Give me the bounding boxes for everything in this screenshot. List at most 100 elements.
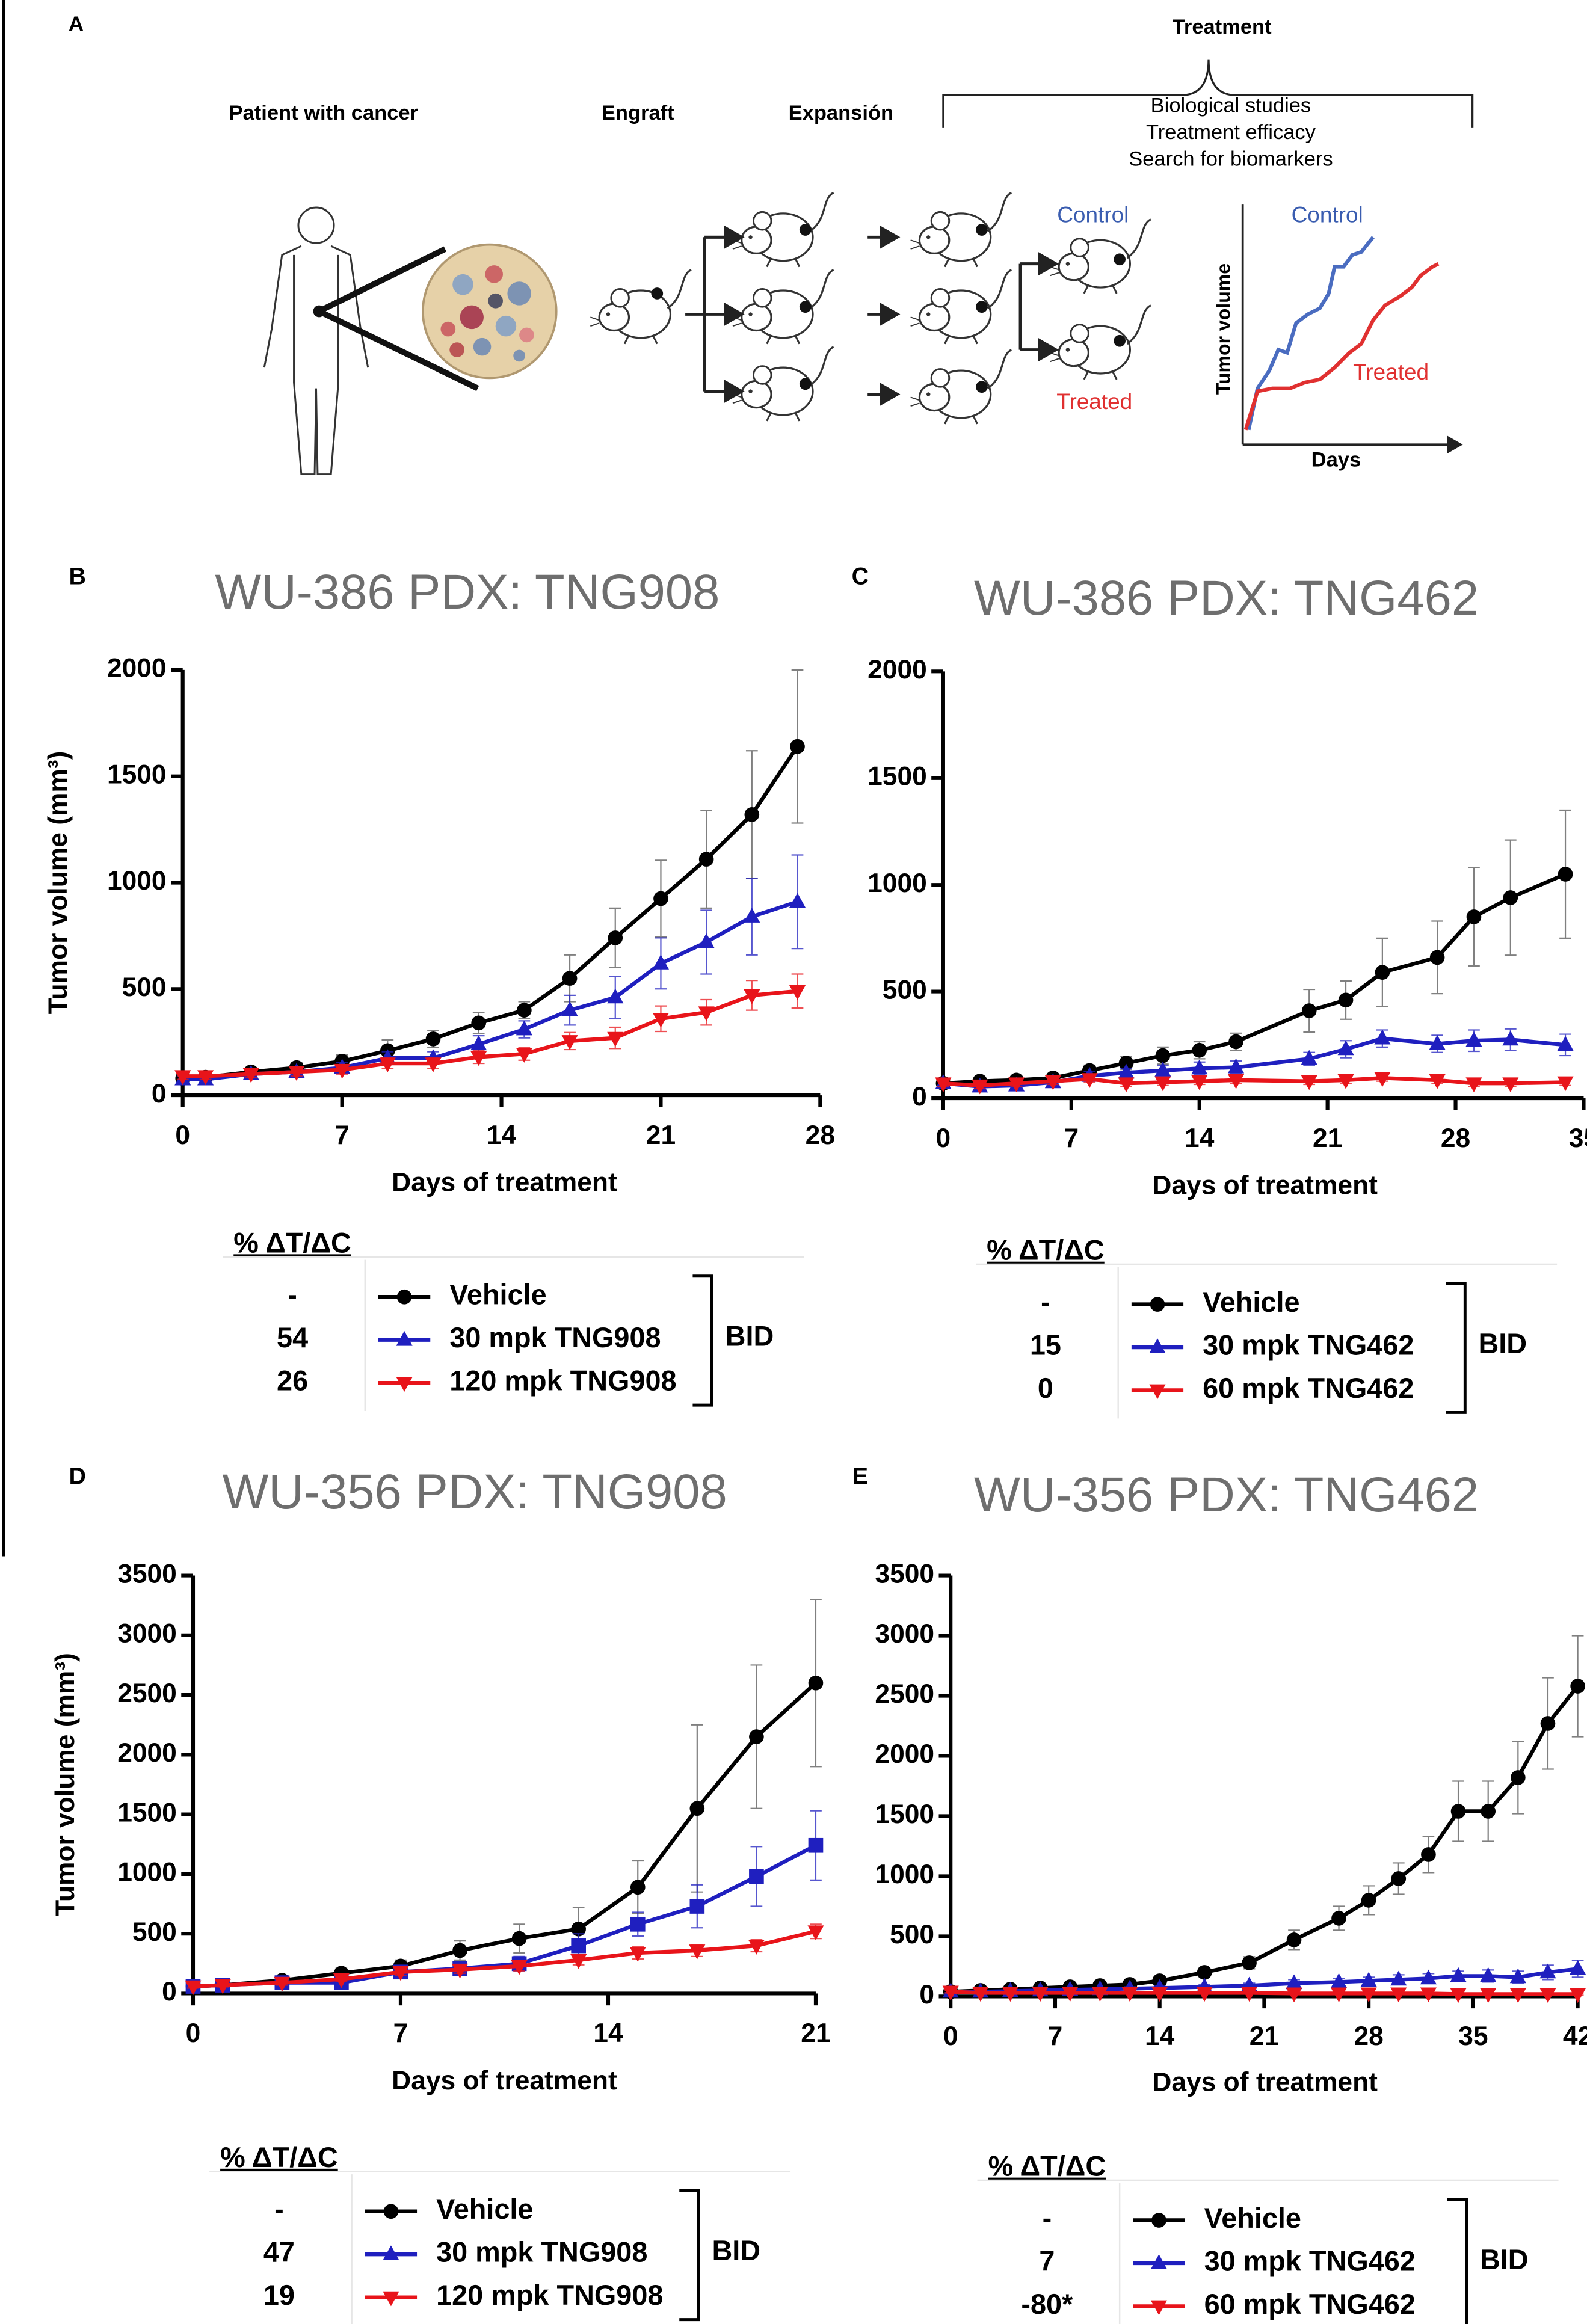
graph-xlabel: Days: [1311, 449, 1361, 472]
panel-label: D: [69, 1463, 86, 1489]
marker: [1008, 1077, 1025, 1092]
marker: [653, 891, 668, 906]
x-tick-label: 42: [1563, 2021, 1587, 2051]
x-tick-label: 14: [593, 2018, 623, 2048]
marker: [1337, 1040, 1354, 1056]
x-tick-label: 7: [1064, 1124, 1079, 1153]
marker: [561, 1001, 578, 1016]
marker: [1155, 1048, 1171, 1063]
marker: [1390, 1970, 1407, 1986]
marker: [1154, 1062, 1171, 1077]
legend-label: 30 mpk TNG908: [449, 1322, 661, 1353]
marker: [744, 908, 760, 923]
y-tick-label: 1000: [875, 1860, 934, 1889]
marker: [1301, 1050, 1317, 1065]
y-tick-label: 3500: [117, 1559, 177, 1588]
marker: [392, 1966, 409, 1981]
marker: [214, 1979, 231, 1994]
y-tick-label: 2500: [117, 1679, 177, 1708]
arrows: [685, 225, 1059, 407]
legend-marker: [396, 1377, 413, 1392]
delta-value: 26: [277, 1365, 308, 1397]
marker: [1503, 890, 1518, 905]
legend-marker: [396, 1330, 413, 1346]
marker: [571, 1938, 586, 1954]
y-tick-label: 2000: [117, 1738, 177, 1768]
marker: [1509, 1988, 1526, 2003]
series-line: [193, 1929, 816, 1988]
step-label: Treatment: [1173, 16, 1272, 38]
marker: [789, 985, 806, 1000]
x-tick-label: 7: [1048, 2021, 1063, 2051]
series-line: [182, 989, 798, 1078]
legend-label: 30 mpk TNG908: [436, 2237, 647, 2268]
x-tick-label: 0: [943, 2021, 958, 2051]
marker: [1228, 1058, 1245, 1074]
marker: [1557, 1076, 1574, 1092]
y-tick-label: 1000: [867, 868, 927, 898]
tumor-cells: [440, 265, 534, 362]
marker: [630, 1916, 646, 1932]
marker: [1465, 1031, 1482, 1047]
marker: [1228, 1074, 1245, 1089]
legend-label: Vehicle: [449, 1279, 546, 1311]
graph-label: Control: [1292, 203, 1363, 227]
marker: [1570, 1988, 1586, 2003]
legend-label: 120 mpk TNG908: [436, 2279, 663, 2311]
x-tick-label: 14: [487, 1120, 517, 1150]
marker: [1121, 1987, 1138, 2002]
y-tick-label: 0: [912, 1082, 927, 1111]
x-tick-label: 14: [1185, 1124, 1215, 1153]
y-tick-label: 0: [152, 1079, 167, 1108]
y-tick-label: 1500: [867, 761, 927, 791]
chart: D WU-356 PDX: TNG908 Days of treatment Tumo…: [51, 1463, 831, 2324]
marker: [1118, 1056, 1134, 1071]
marker: [1228, 1034, 1243, 1050]
mice: [589, 191, 1152, 425]
x-tick-label: 28: [1354, 2021, 1383, 2051]
marker: [1191, 1075, 1208, 1090]
legend-marker: [1151, 2213, 1166, 2228]
marker: [1301, 1075, 1317, 1090]
legend-label: Vehicle: [436, 2193, 533, 2225]
marker: [1286, 1932, 1302, 1947]
marker: [1420, 1969, 1437, 1985]
delta-value: 7: [1039, 2245, 1055, 2276]
marker: [1044, 1075, 1061, 1090]
x-tick-label: 7: [393, 2018, 408, 2048]
marker: [1242, 1955, 1257, 1970]
marker: [1196, 1987, 1213, 2002]
y-tick-label: 2500: [875, 1679, 934, 1709]
legend-title: % ΔT/ΔC: [233, 1227, 351, 1258]
marker: [1062, 1987, 1079, 2002]
legend-marker: [1150, 2254, 1167, 2269]
y-tick-label: 2000: [875, 1739, 934, 1769]
marker: [274, 1976, 291, 1992]
marker: [1375, 965, 1390, 980]
legend-label: Vehicle: [1204, 2203, 1301, 2234]
marker: [1557, 1036, 1574, 1051]
panel-label: E: [852, 1463, 868, 1489]
regimen-label: BID: [1480, 2244, 1529, 2275]
marker: [1450, 1804, 1466, 1819]
chart-title: WU-386 PDX: TNG908: [215, 565, 720, 619]
chart-title: WU-356 PDX: TNG462: [974, 1468, 1479, 1522]
marker: [744, 989, 760, 1004]
x-tick-label: 7: [334, 1120, 350, 1150]
marker: [749, 1869, 764, 1884]
x-tick-label: 0: [186, 2018, 201, 2048]
y-tick-label: 500: [890, 1920, 934, 1949]
marker: [1151, 1987, 1168, 2002]
marker: [334, 1063, 351, 1079]
legend-marker: [1149, 1384, 1166, 1400]
chart-title: WU-356 PDX: TNG908: [223, 1465, 727, 1519]
legend-title: % ΔT/ΔC: [220, 2142, 338, 2173]
marker: [1360, 1972, 1377, 1987]
group-label: Treated: [1056, 389, 1132, 414]
marker: [1570, 1679, 1585, 1694]
legend-label: 30 mpk TNG462: [1204, 2245, 1416, 2276]
step-label: Patient with cancer: [229, 102, 418, 124]
marker: [452, 1943, 467, 1958]
legend-marker: [396, 1289, 412, 1305]
marker: [972, 1079, 988, 1095]
